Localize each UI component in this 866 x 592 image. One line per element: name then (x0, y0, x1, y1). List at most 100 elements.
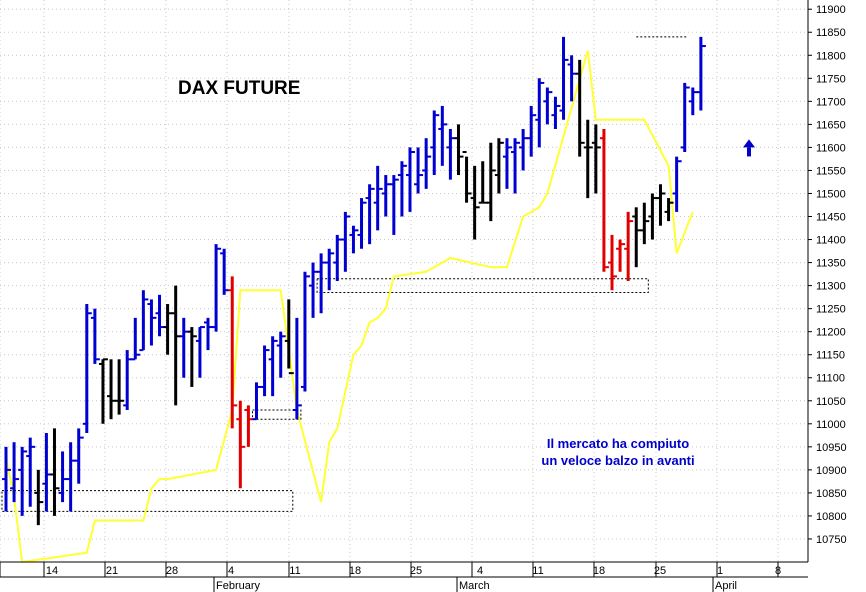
ohlc-bar (389, 175, 399, 235)
ohlc-bar (551, 96, 561, 129)
ohlc-bar (494, 138, 504, 194)
ohlc-bar (373, 165, 383, 231)
ohlc-bar (608, 234, 617, 291)
reference-boxes (1, 36, 687, 512)
ohlc-bar (187, 327, 197, 387)
ohlc-bar (115, 359, 125, 415)
x-tick-label: 4 (228, 565, 234, 577)
signal-marker (743, 139, 755, 157)
reference-box (316, 278, 649, 294)
month-label: February (216, 580, 261, 592)
ohlc-bar (228, 276, 238, 429)
y-tick-label: 11650 (816, 119, 846, 131)
up-arrow-shaft (747, 147, 751, 157)
y-tick-label: 11850 (816, 27, 846, 39)
x-tick-label: 14 (46, 565, 58, 577)
grid-layer (0, 0, 808, 562)
ohlc-bar (325, 248, 335, 291)
price-bars (2, 36, 706, 526)
ohlc-bar (50, 428, 60, 516)
ohlc-bar (82, 304, 92, 434)
ohlc-bar (438, 105, 448, 166)
ohlc-bar (470, 165, 480, 240)
x-tick-label: 21 (106, 565, 118, 577)
y-tick-label: 10850 (816, 488, 847, 500)
x-tick-label: 8 (775, 565, 781, 577)
ohlc-bar (18, 446, 28, 516)
y-tick-label: 10900 (816, 465, 847, 477)
y-tick-label: 11050 (816, 396, 846, 408)
ohlc-bar (414, 147, 424, 194)
ohlc-bar (422, 138, 432, 189)
axes: 10750 10800 10850 10900 10950 11000 11050 11100… (0, 0, 847, 592)
ohlc-bar (98, 358, 108, 424)
month-label: April (715, 580, 737, 592)
ohlc-bar (430, 110, 440, 176)
ohlc-bar (276, 331, 286, 378)
x-tick-label: 18 (349, 565, 361, 577)
ohlc-bar (292, 317, 302, 420)
y-tick-label: 11900 (816, 4, 846, 16)
ohlc-bar (139, 290, 149, 352)
month-label: March (459, 580, 490, 592)
ohlc-bar (454, 124, 464, 176)
ohlc-bar (90, 308, 100, 364)
ohlc-bar (575, 59, 585, 157)
ohlc-bar (616, 239, 626, 272)
ohlc-bar (672, 156, 682, 212)
y-tick-label: 10800 (816, 511, 847, 523)
annotation-line-2: un veloce balzo in avanti (541, 453, 694, 468)
y-tick-label: 11500 (816, 188, 846, 200)
annotation-line-1: Il mercato ha compiuto (547, 436, 689, 451)
ohlc-bar (406, 147, 415, 212)
ohlc-bar (583, 119, 593, 199)
y-tick-label: 11200 (816, 327, 846, 339)
y-tick-label: 11550 (816, 165, 846, 177)
ohlc-bar (341, 211, 351, 272)
y-tick-label: 11800 (816, 50, 846, 62)
y-tick-label: 11450 (816, 212, 846, 224)
ohlc-bar (680, 82, 690, 153)
y-tick-label: 11400 (816, 235, 846, 247)
ohlc-bar (696, 36, 706, 111)
y-tick-label: 11150 (816, 350, 845, 362)
y-tick-label: 11600 (816, 142, 846, 154)
up-arrow-icon (743, 139, 755, 148)
ohlc-bar (260, 345, 270, 397)
y-tick-label: 11350 (816, 258, 846, 270)
ohlc-bar (640, 202, 650, 245)
y-tick-label: 10750 (816, 534, 847, 546)
ohlc-bar (212, 244, 222, 332)
ohlc-bar (268, 336, 278, 397)
ohlc-bar (26, 437, 36, 507)
ohlc-bar (34, 469, 44, 526)
y-tick-label: 10950 (816, 442, 847, 454)
ohlc-bar (559, 36, 569, 120)
chart-title: DAX FUTURE (178, 78, 300, 99)
ohlc-bar (147, 299, 157, 346)
ohlc-bar (543, 87, 553, 125)
ohlc-bar (624, 211, 634, 281)
reference-box (1, 490, 294, 512)
ohlc-bar (527, 105, 537, 157)
line-series (5, 50, 694, 564)
ohlc-bar (349, 225, 359, 254)
x-tick-label: 25 (410, 565, 422, 577)
y-tick-label: 11250 (816, 304, 846, 316)
x-tick-label: 11 (532, 565, 543, 577)
ohlc-bar (74, 428, 84, 484)
y-tick-label: 11100 (816, 373, 845, 385)
ohlc-bar (397, 161, 407, 217)
ohlc-bar (300, 271, 310, 392)
x-tick-label: 1 (717, 565, 723, 577)
ohlc-bar (486, 142, 496, 222)
ohlc-bar (502, 138, 512, 189)
x-tick-label: 4 (477, 565, 483, 577)
y-tick-label: 11300 (816, 281, 846, 293)
ohlc-bar (10, 442, 20, 503)
ohlc-bar (2, 446, 11, 512)
line-layer (5, 50, 694, 564)
ohlc-bar (284, 299, 294, 375)
ohlc-bar (511, 138, 521, 194)
